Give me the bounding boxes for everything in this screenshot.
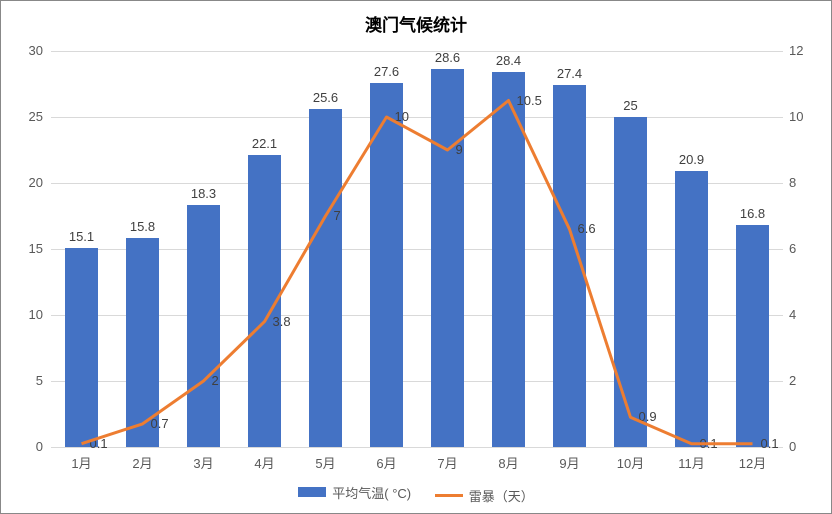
y-right-tick: 4 bbox=[789, 307, 796, 322]
climate-chart: 澳门气候统计 15.10.115.80.718.3222.13.825.6727… bbox=[0, 0, 832, 514]
x-tick: 4月 bbox=[254, 453, 274, 472]
y-left-tick: 15 bbox=[29, 241, 43, 256]
legend-item-storm: 雷暴（天） bbox=[435, 486, 534, 505]
gridline bbox=[51, 447, 783, 448]
y-right-tick: 6 bbox=[789, 241, 796, 256]
y-right-tick: 10 bbox=[789, 109, 803, 124]
plot-area: 15.10.115.80.718.3222.13.825.6727.61028.… bbox=[51, 51, 783, 447]
x-tick: 7月 bbox=[437, 453, 457, 472]
x-tick: 12月 bbox=[739, 453, 766, 472]
y-left-tick: 25 bbox=[29, 109, 43, 124]
legend-label-storm: 雷暴（天） bbox=[469, 486, 534, 505]
y-left-tick: 30 bbox=[29, 43, 43, 58]
x-tick: 1月 bbox=[71, 453, 91, 472]
legend-label-temp: 平均气温( °C) bbox=[332, 483, 411, 502]
y-left-tick: 20 bbox=[29, 175, 43, 190]
x-tick: 9月 bbox=[559, 453, 579, 472]
y-right-tick: 0 bbox=[789, 439, 796, 454]
x-tick: 5月 bbox=[315, 453, 335, 472]
x-tick: 6月 bbox=[376, 453, 396, 472]
storm-line bbox=[51, 51, 783, 447]
legend: 平均气温( °C) 雷暴（天） bbox=[1, 483, 831, 506]
y-left-tick: 10 bbox=[29, 307, 43, 322]
y-left-tick: 0 bbox=[36, 439, 43, 454]
x-tick: 3月 bbox=[193, 453, 213, 472]
y-right-tick: 2 bbox=[789, 373, 796, 388]
legend-swatch-line bbox=[435, 494, 463, 497]
x-tick: 11月 bbox=[678, 453, 705, 472]
y-left-tick: 5 bbox=[36, 373, 43, 388]
x-tick: 8月 bbox=[498, 453, 518, 472]
x-tick: 2月 bbox=[132, 453, 152, 472]
y-right-tick: 12 bbox=[789, 43, 803, 58]
y-right-tick: 8 bbox=[789, 175, 796, 190]
x-tick: 10月 bbox=[617, 453, 644, 472]
legend-swatch-bar bbox=[298, 487, 326, 497]
legend-item-temp: 平均气温( °C) bbox=[298, 483, 411, 502]
chart-title: 澳门气候统计 bbox=[1, 11, 831, 36]
